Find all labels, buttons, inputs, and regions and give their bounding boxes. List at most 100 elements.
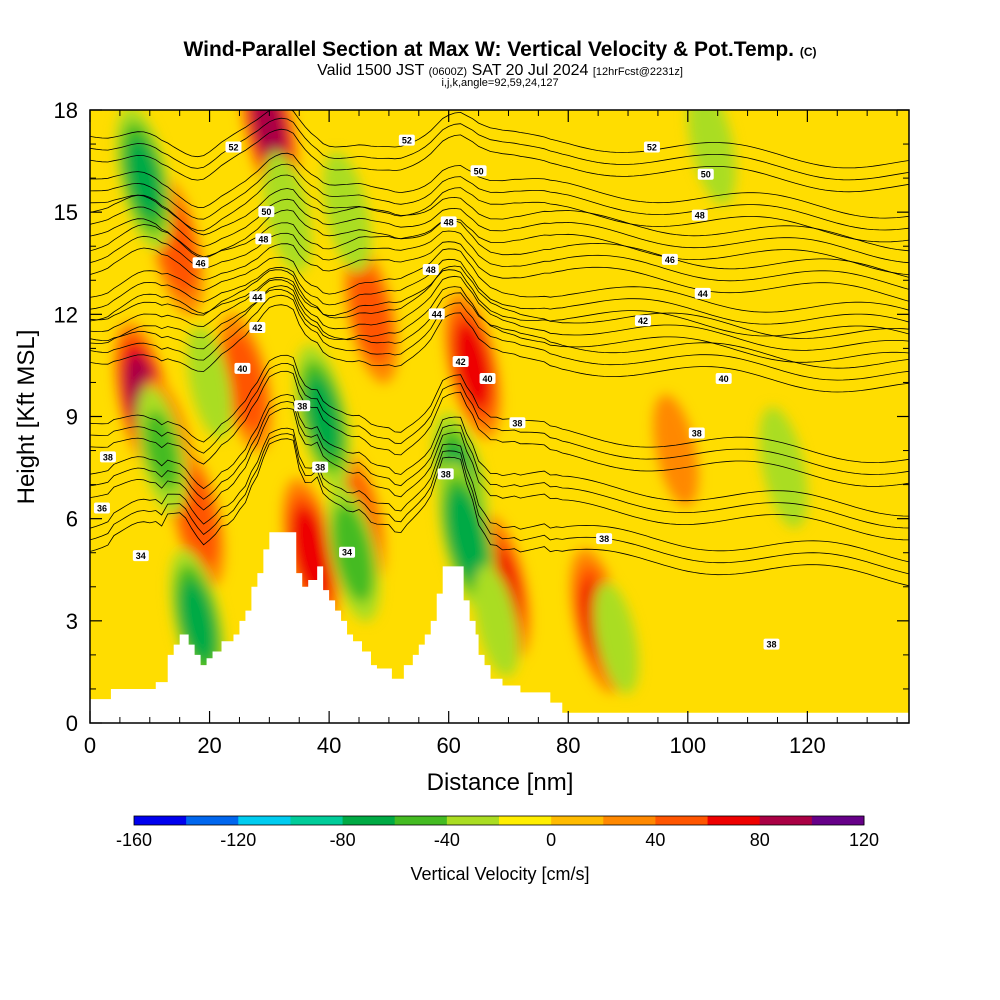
colorbar-swatch-10: [655, 816, 709, 825]
contour-label-27: 38: [596, 533, 613, 545]
contour-label-bg-7: [440, 216, 457, 228]
isentrope-40-2: [90, 285, 909, 369]
contour-label-bg-19: [479, 373, 496, 385]
contour-label-14: 44: [694, 287, 711, 299]
x-tick-label-5: 100: [669, 733, 706, 758]
contour-label-4: 50: [697, 168, 714, 180]
plot-area: 52 52 52 50 50 50 48 48 48 48 46 46 44 44 44 42 42 42 40 40…: [90, 110, 909, 723]
contour-label-text-2: 52: [647, 142, 657, 152]
contour-label-bg-18: [234, 362, 251, 374]
title-mark: (C): [799, 45, 817, 59]
updraft-cell-5-level-1: [225, 333, 266, 432]
y-tick-label-1: 3: [66, 609, 78, 634]
contour-label-bg-3: [470, 165, 487, 177]
contour-label-bg-15: [249, 321, 266, 333]
contour-label-bg-25: [312, 461, 329, 473]
contour-label-bg-21: [294, 400, 311, 412]
x-tick-label-0: 0: [84, 733, 96, 758]
isentrope-52-0: [90, 128, 909, 193]
isentrope-46-2: [90, 219, 909, 278]
contour-label-bg-31: [339, 546, 356, 558]
y-tick-label-6: 18: [54, 98, 78, 123]
contour-label-bg-1: [398, 134, 415, 146]
contour-label-bg-28: [763, 638, 780, 650]
contour-label-29: 36: [93, 502, 110, 514]
colorbar-swatch-9: [603, 816, 656, 825]
contour-label-bg-30: [132, 550, 149, 562]
contour-label-text-22: 38: [512, 418, 522, 428]
y-axis-label: Height [Kft MSL]: [13, 330, 40, 505]
contour-label-30: 34: [132, 550, 149, 562]
colorbar-swatch-5: [394, 816, 448, 825]
contour-label-text-4: 50: [701, 170, 711, 180]
contour-label-bg-10: [192, 257, 209, 269]
contour-label-2: 52: [643, 141, 660, 153]
contour-label-bg-5: [258, 206, 275, 218]
contour-label-text-31: 34: [342, 548, 352, 558]
isentrope-46-1: [90, 230, 909, 290]
contour-label-text-15: 42: [252, 323, 262, 333]
downdraft-cell-9-level-2: [447, 489, 487, 583]
downdraft-cell-4-level-0: [263, 151, 312, 273]
contour-label-bg-14: [694, 287, 711, 299]
colorbar-swatch-4: [342, 816, 396, 825]
contour-label-text-28: 38: [766, 640, 776, 650]
contour-label-text-10: 46: [196, 258, 206, 268]
contour-label-13: 44: [428, 308, 445, 320]
contour-label-bg-8: [691, 209, 708, 221]
contour-label-text-14: 44: [698, 289, 708, 299]
contour-label-5: 50: [258, 206, 275, 218]
isentrope-50-2: [90, 152, 909, 219]
contour-label-text-6: 48: [258, 234, 268, 244]
contour-label-text-16: 42: [456, 357, 466, 367]
contour-label-26: 38: [437, 468, 454, 480]
x-tick-label-6: 120: [789, 733, 826, 758]
contour-label-text-5: 50: [261, 207, 271, 217]
downdraft-cell-11-level-0: [593, 581, 639, 694]
isentrope-42-1: [90, 275, 909, 351]
isentrope-44-2: [90, 248, 909, 313]
isentrope-50-1: [90, 163, 909, 231]
contour-label-16: 42: [452, 356, 469, 368]
contour-label-bg-12: [249, 291, 266, 303]
x-tick-label-4: 80: [556, 733, 580, 758]
contour-label-text-13: 44: [432, 309, 442, 319]
colorbar-swatch-0: [134, 816, 187, 825]
contour-label-text-21: 38: [297, 401, 307, 411]
contour-label-8: 48: [691, 209, 708, 221]
contour-label-text-19: 40: [483, 374, 493, 384]
updraft-cell-9-level-2: [454, 321, 492, 409]
contour-label-text-20: 40: [719, 374, 729, 384]
contour-label-bg-9: [422, 264, 439, 276]
isentrope-52-2: [90, 110, 909, 169]
vertical-velocity-field: [114, 110, 808, 694]
contour-label-text-29: 36: [97, 503, 107, 513]
contour-label-bg-23: [688, 427, 705, 439]
colorbar-swatch-12: [759, 816, 813, 825]
contour-label-bg-29: [93, 502, 110, 514]
contour-label-bg-16: [452, 356, 469, 368]
contour-label-bg-20: [715, 373, 732, 385]
isentrope-38-1: [90, 362, 909, 475]
chart-title: Wind-Parallel Section at Max W: Vertical…: [0, 38, 1000, 62]
colorbar-tick-label-4: 0: [546, 830, 556, 850]
contour-label-text-11: 46: [665, 255, 675, 265]
terrain-profile: [90, 532, 909, 723]
contour-label-22: 38: [509, 417, 526, 429]
updraft-cell-4-level-3: [252, 110, 287, 167]
contour-label-text-18: 40: [237, 364, 247, 374]
contour-label-text-30: 34: [136, 551, 146, 561]
contour-label-bg-11: [661, 253, 678, 265]
contour-label-text-7: 48: [444, 217, 454, 227]
isentrope-40-0: [90, 304, 909, 393]
isentrope-34-0: [90, 438, 909, 587]
contour-label-bg-17: [634, 315, 651, 327]
valid-time-line: Valid 1500 JST (0600Z) SAT 20 Jul 2024 […: [0, 62, 1000, 80]
contour-label-bg-27: [596, 533, 613, 545]
contour-label-text-8: 48: [695, 211, 705, 221]
contour-label-text-3: 50: [474, 166, 484, 176]
isentrope-48-1: [90, 198, 909, 264]
contour-label-17: 42: [634, 315, 651, 327]
isentrope-44-1: [90, 258, 909, 325]
